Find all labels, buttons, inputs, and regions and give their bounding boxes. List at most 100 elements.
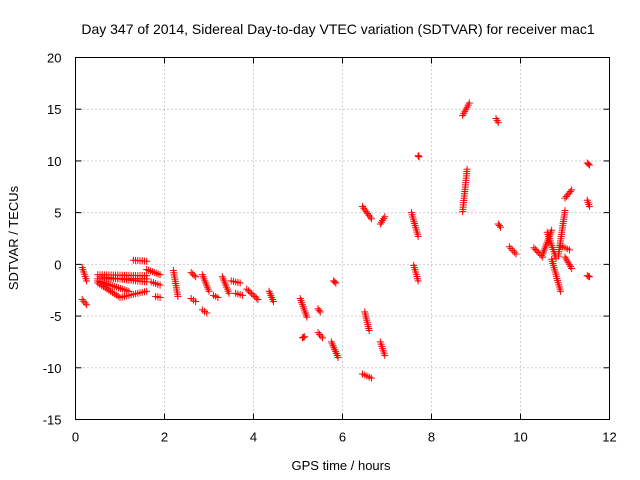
data-point	[359, 202, 367, 210]
data-point	[364, 210, 372, 218]
data-points	[78, 99, 593, 382]
data-point	[249, 291, 257, 299]
data-point	[83, 301, 91, 309]
data-point	[316, 330, 324, 338]
data-point	[243, 285, 251, 293]
data-point	[557, 287, 565, 295]
data-point	[381, 213, 389, 221]
data-point	[246, 288, 254, 296]
x-axis-label: GPS time / hours	[292, 458, 391, 473]
data-point	[367, 374, 375, 382]
data-point	[270, 298, 278, 306]
plot-frame	[75, 57, 610, 420]
data-point	[377, 218, 385, 226]
y-tick-label: -5	[50, 309, 62, 324]
y-tick-label: 5	[54, 206, 61, 221]
data-point	[156, 293, 164, 301]
data-point	[568, 264, 576, 272]
data-point	[548, 226, 556, 234]
grid	[75, 57, 610, 420]
data-point	[495, 222, 503, 230]
data-point	[192, 273, 200, 281]
data-point	[565, 246, 573, 254]
data-point	[214, 293, 222, 301]
data-point	[238, 291, 246, 299]
data-point	[360, 204, 368, 212]
data-point	[300, 333, 308, 341]
data-point	[463, 165, 471, 173]
data-point	[362, 208, 370, 216]
data-point	[561, 207, 569, 215]
y-tick-label: -15	[43, 413, 62, 428]
data-point	[376, 220, 384, 228]
data-point	[496, 223, 504, 231]
data-point	[156, 271, 164, 279]
data-point	[192, 298, 200, 306]
data-point	[566, 188, 574, 196]
data-point	[414, 232, 422, 240]
data-point	[174, 292, 182, 300]
y-tick-label: 0	[54, 257, 61, 272]
data-point	[505, 243, 513, 251]
data-point	[254, 296, 262, 304]
data-point	[143, 257, 151, 265]
y-tick-label: -10	[43, 361, 62, 376]
tick-labels: 0 2 4 6 8 10 12 -15 -10 -5 0 5 10 15 20	[43, 51, 617, 445]
x-tick-label: 0	[72, 430, 79, 445]
data-point	[244, 287, 252, 295]
data-point	[367, 215, 375, 223]
data-point	[225, 289, 233, 297]
data-point	[361, 206, 369, 214]
data-point	[366, 213, 374, 221]
data-point	[531, 245, 539, 253]
data-point	[584, 160, 592, 168]
data-point	[248, 290, 256, 298]
data-point	[380, 215, 388, 223]
data-point	[365, 211, 373, 219]
data-point	[381, 351, 389, 359]
data-point	[143, 287, 151, 295]
data-point	[81, 299, 89, 307]
data-point	[314, 329, 322, 337]
x-tick-label: 2	[161, 430, 168, 445]
data-point	[317, 332, 325, 340]
data-point	[568, 186, 576, 194]
data-point	[80, 297, 88, 305]
data-point	[415, 153, 423, 161]
data-point	[365, 327, 373, 335]
data-point	[584, 272, 592, 280]
chart-title: Day 347 of 2014, Sidereal Day-to-day VTE…	[81, 21, 594, 37]
data-point	[316, 308, 324, 316]
data-point	[510, 248, 518, 256]
data-point	[331, 278, 339, 286]
y-tick-label: 15	[47, 102, 61, 117]
data-point	[537, 252, 545, 260]
data-point	[585, 161, 593, 169]
data-point	[509, 246, 517, 254]
data-point	[533, 247, 541, 255]
data-point	[585, 273, 593, 281]
data-point	[203, 309, 211, 317]
data-point	[301, 333, 309, 341]
data-point	[205, 287, 213, 295]
data-point	[585, 202, 593, 210]
data-point	[83, 277, 91, 285]
data-point	[78, 296, 86, 304]
data-point	[512, 250, 520, 258]
data-point	[252, 294, 260, 302]
x-tick-label: 12	[602, 430, 616, 445]
x-tick-label: 8	[428, 430, 435, 445]
y-tick-label: 10	[47, 154, 61, 169]
data-point	[303, 313, 311, 321]
data-point	[125, 287, 133, 295]
x-tick-label: 10	[513, 430, 527, 445]
data-point	[190, 271, 198, 279]
data-point	[414, 277, 422, 285]
data-point	[507, 245, 515, 253]
data-point	[315, 306, 323, 314]
y-tick-label: 20	[47, 51, 61, 66]
y-axis-label: SDTVAR / TECUs	[6, 185, 21, 290]
x-tick-label: 4	[250, 430, 257, 445]
x-tick-label: 6	[339, 430, 346, 445]
